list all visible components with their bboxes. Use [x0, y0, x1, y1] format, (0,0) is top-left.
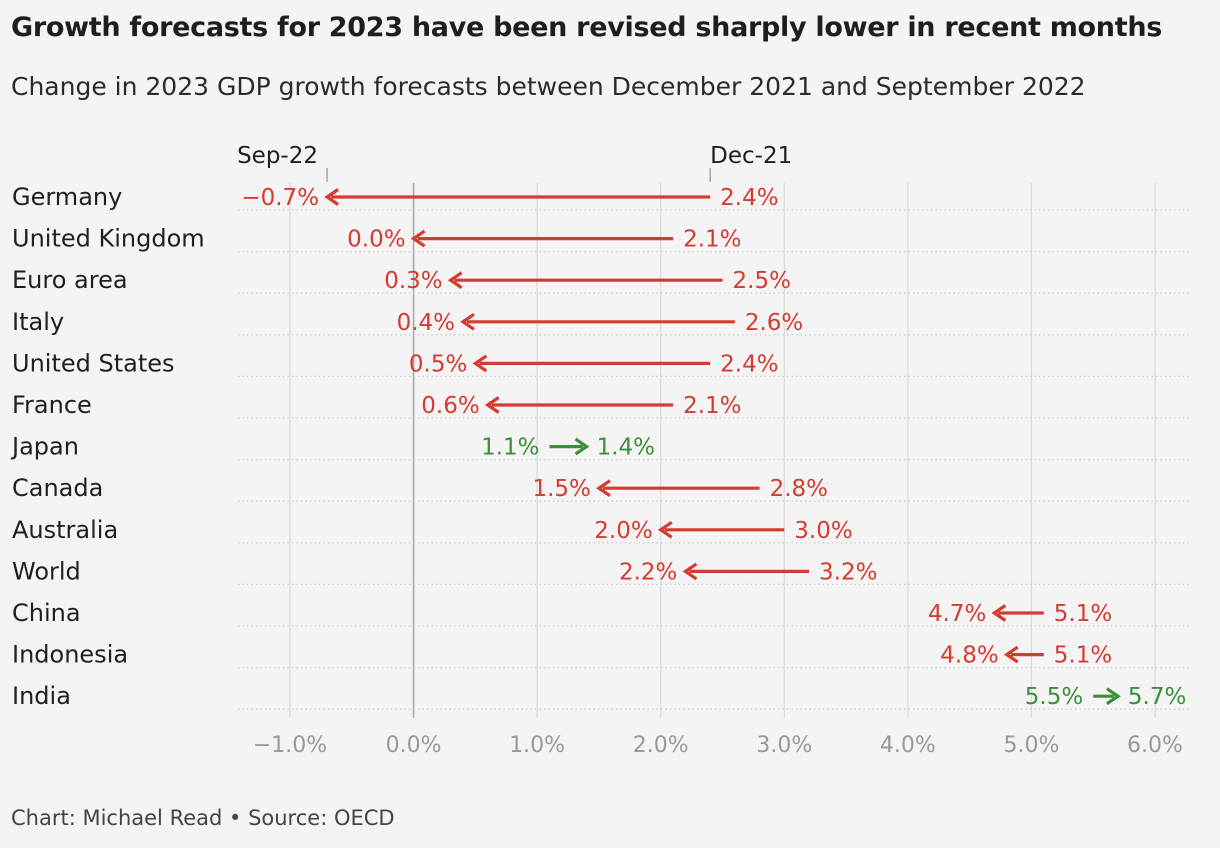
- arrow-chart: Sep-22 Dec-21 Germany −0.7% 2.4% United King…: [10, 143, 1190, 758]
- chart-row: France 0.6% 2.1%: [12, 391, 742, 419]
- country-label: China: [12, 599, 81, 627]
- chart-title: Growth forecasts for 2023 have been revi…: [11, 12, 1163, 43]
- dec21-value-label: 2.8%: [770, 476, 828, 502]
- country-label: World: [12, 557, 81, 585]
- forecast-arrow-head: [657, 520, 673, 539]
- forecast-arrow-head: [410, 229, 426, 248]
- period-markers: Sep-22 Dec-21: [237, 143, 792, 182]
- x-tick-label: 6.0%: [1127, 733, 1183, 758]
- country-label: United Kingdom: [12, 225, 205, 253]
- sep22-value-label: 0.4%: [397, 310, 455, 336]
- sep22-header: Sep-22: [237, 143, 318, 169]
- sep22-value-label: 1.5%: [532, 476, 590, 502]
- dec21-value-label: 3.0%: [794, 518, 852, 544]
- country-label: Indonesia: [12, 641, 128, 669]
- dec21-value-label: 5.5%: [1025, 684, 1083, 710]
- country-label: Australia: [12, 516, 118, 544]
- chart-subtitle: Change in 2023 GDP growth forecasts betw…: [11, 72, 1086, 101]
- sep22-value-label: 2.0%: [594, 518, 652, 544]
- sep22-value-label: 0.0%: [347, 227, 405, 253]
- chart-row: Germany −0.7% 2.4%: [12, 183, 779, 211]
- country-label: Germany: [12, 183, 122, 211]
- chart-row: Japan 1.1% 1.4%: [10, 433, 655, 461]
- chart-row: World 2.2% 3.2%: [12, 557, 877, 585]
- country-label: Italy: [12, 308, 64, 336]
- forecast-arrow-head: [1003, 645, 1019, 664]
- forecast-arrow-head: [472, 354, 488, 373]
- forecast-arrow-head: [682, 562, 698, 581]
- x-tick-label: 3.0%: [756, 733, 812, 758]
- dec21-value-label: 2.4%: [720, 185, 778, 211]
- forecast-arrow-head: [460, 312, 475, 331]
- country-label: India: [12, 682, 71, 710]
- chart-row: Australia 2.0% 3.0%: [12, 516, 853, 544]
- dec21-value-label: 5.1%: [1054, 601, 1112, 627]
- dec21-value-label: 2.6%: [745, 310, 803, 336]
- x-tick-label: −1.0%: [253, 733, 327, 758]
- country-label: United States: [12, 349, 175, 377]
- forecast-arrow-head: [447, 271, 463, 290]
- country-label: Euro area: [12, 266, 128, 294]
- dec21-value-label: 2.5%: [733, 268, 791, 294]
- chart-row: India 5.5% 5.7%: [12, 682, 1186, 710]
- sep22-value-label: 4.7%: [928, 601, 986, 627]
- chart-row: United States 0.5% 2.4%: [12, 349, 779, 377]
- dec21-header: Dec-21: [710, 143, 792, 169]
- forecast-arrow-head: [991, 604, 1007, 622]
- chart-row: Euro area 0.3% 2.5%: [12, 266, 791, 294]
- chart-row: Indonesia 4.8% 5.1%: [12, 641, 1112, 669]
- dec21-value-label: 1.1%: [481, 435, 539, 461]
- x-axis: −1.0% 0.0% 1.0% 2.0% 3.0% 4.0% 5.0% 6.0%: [253, 733, 1183, 758]
- sep22-value-label: −0.7%: [241, 185, 319, 211]
- forecast-arrow-head: [574, 437, 590, 456]
- country-label: Japan: [10, 433, 79, 461]
- dec21-value-label: 5.1%: [1054, 643, 1112, 669]
- dec21-value-label: 2.4%: [720, 351, 778, 377]
- sep22-value-label: 0.3%: [384, 268, 442, 294]
- source-note: Chart: Michael Read • Source: OECD: [11, 806, 395, 830]
- chart-row: Canada 1.5% 2.8%: [12, 474, 828, 502]
- sep22-value-label: 0.5%: [409, 351, 467, 377]
- row-guides: [238, 209, 1190, 710]
- dec21-value-label: 2.1%: [683, 227, 741, 253]
- forecast-arrow-head: [1106, 687, 1121, 706]
- forecast-arrow-head: [324, 188, 339, 206]
- forecast-arrow-head: [596, 479, 611, 498]
- forecast-arrow-head: [484, 396, 500, 414]
- sep22-value-label: 5.7%: [1128, 684, 1186, 710]
- chart-rows: Germany −0.7% 2.4% United Kingdom 0.0% 2.1% Eu…: [10, 183, 1186, 710]
- chart-row: United Kingdom 0.0% 2.1%: [12, 225, 742, 253]
- chart-row: Italy 0.4% 2.6%: [12, 308, 803, 336]
- gridlines: [289, 183, 1156, 718]
- x-tick-label: 5.0%: [1003, 733, 1059, 758]
- x-tick-label: 1.0%: [509, 733, 565, 758]
- sep22-value-label: 1.4%: [597, 435, 655, 461]
- sep22-value-label: 0.6%: [421, 393, 479, 419]
- dec21-value-label: 2.1%: [683, 393, 741, 419]
- sep22-value-label: 2.2%: [619, 559, 677, 585]
- chart-row: China 4.7% 5.1%: [12, 599, 1112, 627]
- x-tick-label: 2.0%: [633, 733, 689, 758]
- dec21-value-label: 3.2%: [819, 559, 877, 585]
- sep22-value-label: 4.8%: [940, 643, 998, 669]
- x-tick-label: 4.0%: [880, 733, 936, 758]
- country-label: Canada: [12, 474, 103, 502]
- country-label: France: [12, 391, 92, 419]
- x-tick-label: 0.0%: [386, 733, 442, 758]
